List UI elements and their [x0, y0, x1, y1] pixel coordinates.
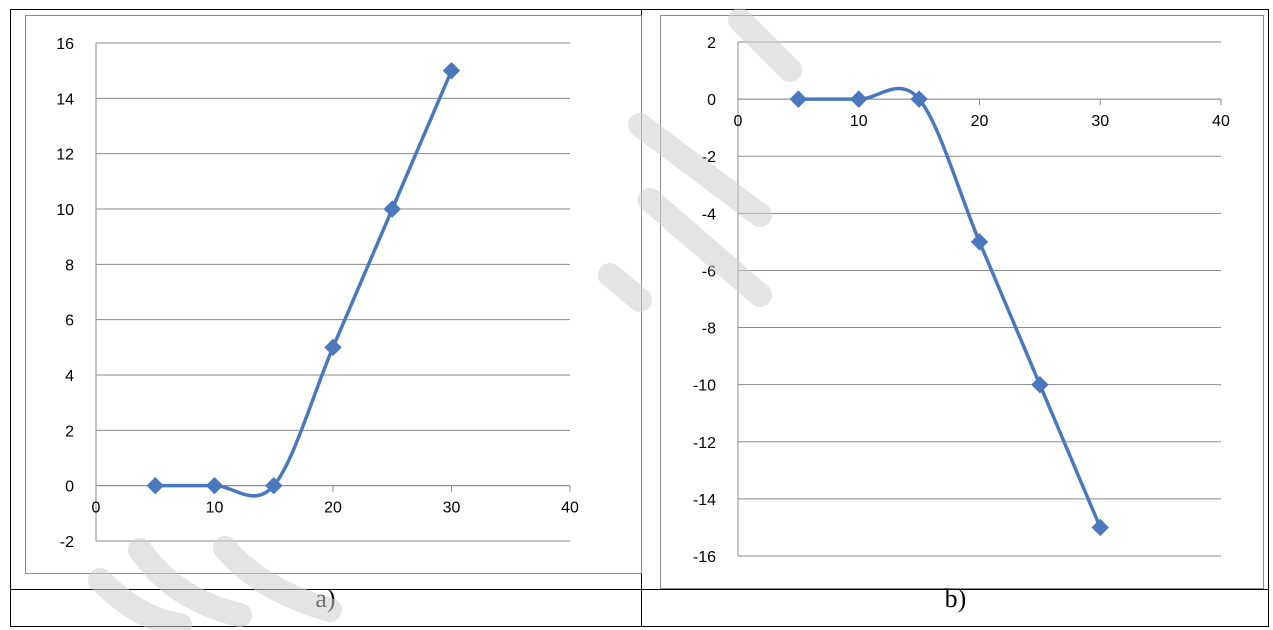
table-border-caption — [10, 589, 1269, 590]
watermark-stroke-5 — [128, 538, 252, 627]
chart-a-data-point — [265, 476, 283, 495]
table-border-top — [10, 9, 1269, 10]
chart-b-x-tick-label: 0 — [734, 113, 743, 130]
chart-b-y-tick-label: -16 — [693, 549, 716, 566]
chart-b-x-tick-label: 10 — [850, 113, 868, 130]
watermark-stroke-7 — [88, 568, 192, 630]
watermark-stroke-3 — [598, 263, 652, 312]
chart-a-y-tick-label: 8 — [65, 257, 74, 274]
chart-a-data-point — [205, 476, 224, 495]
chart-a-data-point — [146, 476, 164, 495]
chart-a-x-tick-label: 10 — [206, 500, 224, 517]
chart-b-x-tick-label: 40 — [1212, 113, 1230, 130]
chart-b-y-tick-label: -10 — [693, 378, 716, 395]
chart-a-data-point — [442, 61, 461, 80]
chart-b-data-point — [910, 90, 928, 108]
chart-a-x-tick-label: 40 — [561, 500, 579, 517]
watermark-stroke-4 — [728, 8, 802, 82]
chart-b-y-tick-label: 2 — [707, 35, 716, 52]
chart-a-y-tick-label: 2 — [65, 423, 74, 440]
watermark-stroke-6 — [213, 536, 342, 622]
chart-b-x-tick-label: 30 — [1091, 113, 1109, 130]
chart-b-data-point — [1031, 375, 1049, 394]
chart-b-y-tick-label: -12 — [693, 435, 716, 452]
table-border-left — [10, 9, 11, 627]
chart-a-y-tick-label: 12 — [56, 147, 74, 164]
chart-b-y-tick-label: -14 — [693, 492, 716, 509]
chart-a-y-tick-label: 6 — [65, 313, 74, 330]
table-border-bottom — [10, 626, 1269, 627]
chart-a-y-tick-label: -2 — [60, 534, 74, 551]
chart-b-y-tick-label: -4 — [702, 206, 716, 223]
chart-a-data-point — [324, 338, 342, 357]
chart-a-x-tick-label: 20 — [324, 500, 342, 517]
chart-a-svg: -2 0 2 4 6 8 10 12 14 16 0 10 20 30 40 — [56, 36, 579, 551]
table-border-right — [1268, 9, 1269, 627]
chart-a-y-tick-label: 10 — [56, 202, 74, 219]
chart-a-x-tick-label: 0 — [92, 500, 101, 517]
chart-a-x-tick-label: 30 — [443, 500, 461, 517]
chart-a-data-point — [383, 200, 401, 218]
watermark-stroke-2 — [638, 188, 772, 307]
chart-b-data-point — [1091, 518, 1109, 537]
chart-a-y-tick-label: 0 — [65, 479, 74, 496]
watermark-stroke-1 — [628, 113, 772, 227]
chart-b-data-point — [970, 233, 989, 251]
chart-a-y-tick-label: 4 — [65, 368, 74, 385]
chart-b-x-tick-label: 20 — [971, 113, 989, 130]
chart-b-y-tick-label: -8 — [702, 321, 716, 338]
chart-a-y-tick-label: 14 — [56, 91, 74, 108]
chart-b-y-tick-label: 0 — [707, 92, 716, 109]
caption-b: b) — [944, 584, 967, 613]
chart-a-y-tick-label: 16 — [56, 36, 74, 53]
chart-b-data-point — [789, 90, 808, 108]
chart-a: -2 0 2 4 6 8 10 12 14 16 0 10 20 30 40 — [25, 15, 642, 574]
chart-b-data-point — [850, 90, 868, 108]
